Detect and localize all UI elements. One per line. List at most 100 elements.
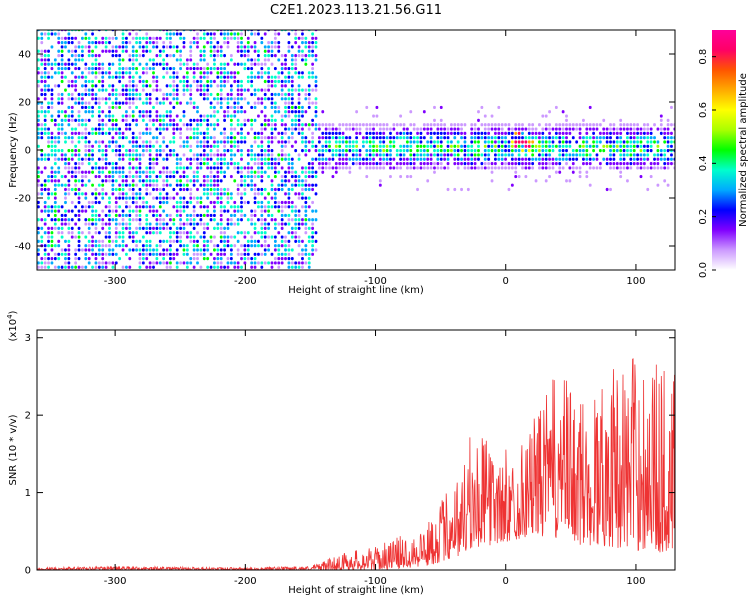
heat-cell <box>588 153 592 157</box>
heat-cell <box>314 110 318 114</box>
heat-cell <box>108 248 111 252</box>
heat-cell <box>236 187 240 192</box>
heat-cell <box>642 144 646 148</box>
heat-cell <box>121 174 125 179</box>
heat-cell <box>165 226 169 230</box>
heat-cell <box>179 187 182 192</box>
heat-cell <box>94 45 98 49</box>
heat-cell <box>172 174 176 179</box>
heat-cell <box>185 218 189 222</box>
heat-cell <box>409 131 413 135</box>
heat-cell <box>135 88 138 92</box>
heat-cell <box>101 36 105 40</box>
heat-cell <box>155 41 159 45</box>
heat-cell <box>571 170 575 174</box>
heat-cell <box>165 71 169 75</box>
heat-cell <box>196 105 199 110</box>
heat-cell <box>152 196 155 200</box>
heat-cell <box>219 49 223 53</box>
heat-cell <box>148 84 152 88</box>
heat-cell <box>290 58 294 62</box>
heat-cell <box>456 144 460 148</box>
heat-cell <box>189 149 193 153</box>
heat-cell <box>125 92 128 97</box>
heat-cell <box>301 261 304 265</box>
heat-cell <box>47 71 50 75</box>
heat-cell <box>260 166 264 170</box>
heat-cell <box>639 157 643 161</box>
heat-cell <box>470 149 474 153</box>
heat-cell <box>483 127 487 131</box>
heat-cell <box>135 205 138 209</box>
heat-cell <box>128 140 132 144</box>
heat-cell <box>209 84 213 88</box>
heat-cell <box>632 136 636 140</box>
heat-cell <box>284 123 287 127</box>
heat-cell <box>118 54 122 58</box>
heat-cell <box>226 162 230 166</box>
heat-cell <box>199 36 203 40</box>
heat-cell <box>460 144 463 148</box>
heat-cell <box>294 235 298 239</box>
heat-cell <box>196 196 199 200</box>
heat-cell <box>284 54 287 58</box>
heat-cell <box>223 192 226 196</box>
heat-cell <box>60 62 64 66</box>
heat-cell <box>97 66 101 71</box>
heat-cell <box>297 183 301 187</box>
heat-cell <box>429 166 433 170</box>
heat-cell <box>209 32 213 36</box>
heat-cell <box>60 231 64 235</box>
heat-cell <box>257 239 260 243</box>
heat-cell <box>595 140 599 144</box>
heat-cell <box>267 88 271 92</box>
heat-cell <box>209 218 213 222</box>
heat-cell <box>70 149 74 153</box>
y-tick-label: 40 <box>18 50 31 61</box>
heat-cell <box>544 140 548 144</box>
heat-cell <box>483 136 487 140</box>
heat-cell <box>97 144 101 148</box>
heat-cell <box>128 226 132 230</box>
heat-cell <box>355 162 359 166</box>
heat-cell <box>297 114 301 118</box>
heat-cell <box>416 153 419 157</box>
heat-cell <box>138 110 142 114</box>
heat-cell <box>287 239 291 243</box>
heat-cell <box>538 162 541 166</box>
heat-cell <box>148 192 152 196</box>
heat-cell <box>81 105 84 110</box>
heat-cell <box>483 149 487 153</box>
heat-cell <box>260 97 264 101</box>
heat-cell <box>314 149 318 153</box>
heat-cell <box>53 213 57 218</box>
heat-cell <box>301 54 304 58</box>
heat-cell <box>263 71 267 75</box>
heat-cell <box>290 79 294 84</box>
heat-cell <box>389 157 392 161</box>
heat-cell <box>260 213 264 218</box>
heat-cell <box>233 213 237 218</box>
heat-cell <box>165 54 169 58</box>
heat-cell <box>405 136 409 140</box>
heat-cell <box>148 36 152 40</box>
heat-cell <box>483 123 487 127</box>
heat-cell <box>40 41 44 45</box>
heat-cell <box>578 131 582 135</box>
heat-cell <box>213 127 216 131</box>
heat-cell <box>53 123 57 127</box>
heat-cell <box>240 218 243 222</box>
heat-cell <box>213 136 216 140</box>
heat-cell <box>50 205 54 209</box>
heat-cell <box>602 136 606 140</box>
heat-cell <box>47 157 50 161</box>
heat-cell <box>77 75 81 79</box>
heat-cell <box>91 131 94 135</box>
heat-cell <box>172 222 176 226</box>
heat-cell <box>629 140 633 144</box>
heat-cell <box>372 153 375 157</box>
heat-cell <box>131 66 135 71</box>
heat-cell <box>324 149 328 153</box>
heat-cell <box>436 157 440 161</box>
heat-cell <box>321 170 325 174</box>
